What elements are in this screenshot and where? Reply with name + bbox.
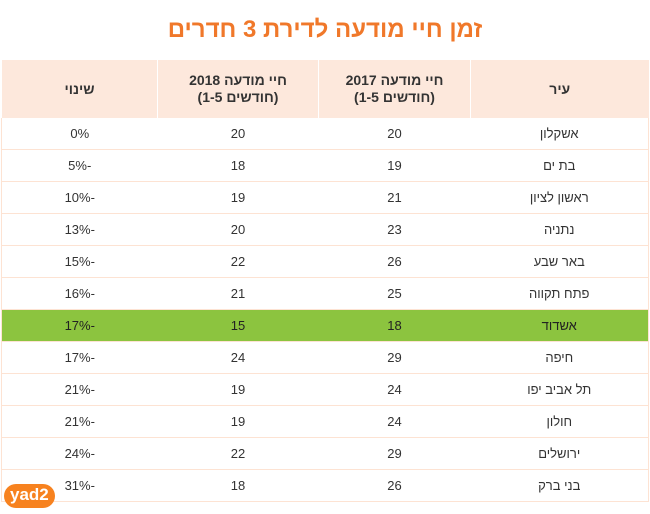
cell-city: פתח תקווה [470,277,649,310]
table-row: בת ים 19 18 -5% [1,149,649,182]
cell-city: אשדוד [470,309,649,342]
cell-change: -15% [1,245,158,278]
header-city: עיר [470,60,649,118]
header-2018: חיי מודעה 2018 (חודשים 1-5) [157,60,319,118]
yad2-logo: yad2 [4,484,55,508]
cell-2017: 26 [318,469,471,502]
cell-2018: 19 [157,405,319,438]
cell-2017: 26 [318,245,471,278]
cell-city: תל אביב יפו [470,373,649,406]
table-row: ראשון לציון 21 19 -10% [1,181,649,214]
table-row: אשדוד 18 15 -17% [1,309,649,342]
cell-city: בת ים [470,149,649,182]
cell-2018: 24 [157,341,319,374]
table-row: פתח תקווה 25 21 -16% [1,277,649,310]
cell-city: חיפה [470,341,649,374]
cell-2017: 25 [318,277,471,310]
cell-change: -13% [1,213,158,246]
cell-2018: 19 [157,181,319,214]
cell-change: -16% [1,277,158,310]
ad-lifetime-table: עיר חיי מודעה 2017 (חודשים 1-5) חיי מודעה… [1,60,649,502]
cell-2017: 24 [318,373,471,406]
cell-2018: 19 [157,373,319,406]
cell-city: חולון [470,405,649,438]
cell-2018: 18 [157,149,319,182]
table-row: חיפה 29 24 -17% [1,341,649,374]
cell-2017: 23 [318,213,471,246]
cell-2017: 19 [318,149,471,182]
header-2017: חיי מודעה 2017 (חודשים 1-5) [318,60,471,118]
cell-2017: 29 [318,341,471,374]
page-title: זמן חיי מודעה לדירת 3 חדרים [167,16,483,43]
cell-2017: 18 [318,309,471,342]
cell-city: בני ברק [470,469,649,502]
table-header-row: עיר חיי מודעה 2017 (חודשים 1-5) חיי מודעה… [1,60,649,118]
cell-2018: 22 [157,245,319,278]
cell-change: -17% [1,341,158,374]
cell-change: -21% [1,373,158,406]
table-row: בני ברק 26 18 -31% [1,469,649,502]
table-row: באר שבע 26 22 -15% [1,245,649,278]
cell-2018: 22 [157,437,319,470]
cell-city: אשקלון [470,118,649,150]
header-2017-sub: (חודשים 1-5) [354,89,435,105]
header-change: שינוי [1,60,158,118]
cell-change: 0% [1,118,158,150]
cell-change: -24% [1,437,158,470]
cell-city: ראשון לציון [470,181,649,214]
cell-change: -17% [1,309,158,342]
cell-2017: 29 [318,437,471,470]
header-2018-sub: (חודשים 1-5) [197,89,279,105]
table-row: אשקלון 20 20 0% [1,118,649,150]
cell-city: ירושלים [470,437,649,470]
header-2018-label: חיי מודעה 2018 [189,72,287,88]
cell-change: -5% [1,149,158,182]
cell-change: -21% [1,405,158,438]
cell-2017: 20 [318,118,471,150]
table-row: ירושלים 29 22 -24% [1,437,649,470]
cell-2018: 20 [157,213,319,246]
cell-city: באר שבע [470,245,649,278]
cell-change: -10% [1,181,158,214]
cell-city: נתניה [470,213,649,246]
table-row: נתניה 23 20 -13% [1,213,649,246]
table-row: חולון 24 19 -21% [1,405,649,438]
cell-2018: 20 [157,118,319,150]
cell-2018: 15 [157,309,319,342]
cell-2018: 18 [157,469,319,502]
cell-2017: 24 [318,405,471,438]
cell-2017: 21 [318,181,471,214]
table-row: תל אביב יפו 24 19 -21% [1,373,649,406]
cell-2018: 21 [157,277,319,310]
header-2017-label: חיי מודעה 2017 [345,72,444,88]
